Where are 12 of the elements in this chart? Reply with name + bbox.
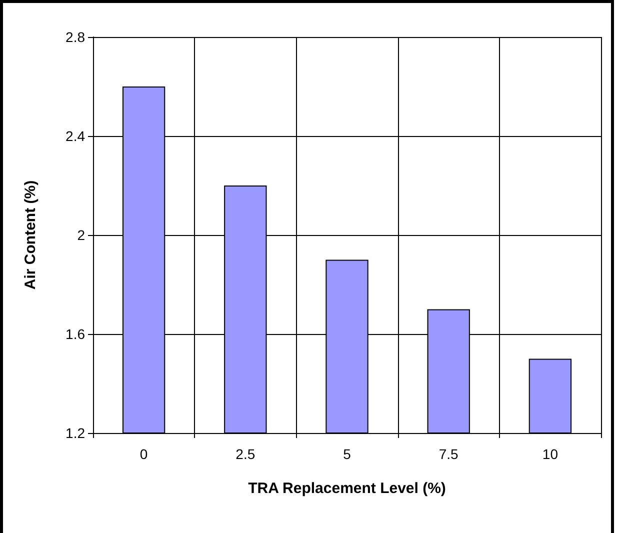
y-axis-title: Air Content (%)	[22, 180, 39, 290]
y-tick-label: 2.8	[66, 29, 86, 45]
x-tick-label: 7.5	[438, 446, 459, 462]
x-tick-label: 5	[343, 446, 352, 462]
x-axis-title: TRA Replacement Level (%)	[248, 480, 446, 497]
y-tick-label: 1.6	[66, 326, 86, 342]
y-tick-label: 2.4	[66, 128, 86, 144]
x-tick-label: 0	[140, 446, 148, 462]
x-tick-label: 10	[542, 446, 558, 462]
x-tick-label: 2.5	[236, 446, 256, 462]
y-tick-label: 2	[77, 227, 86, 243]
y-tick-label: 1.2	[66, 425, 86, 441]
